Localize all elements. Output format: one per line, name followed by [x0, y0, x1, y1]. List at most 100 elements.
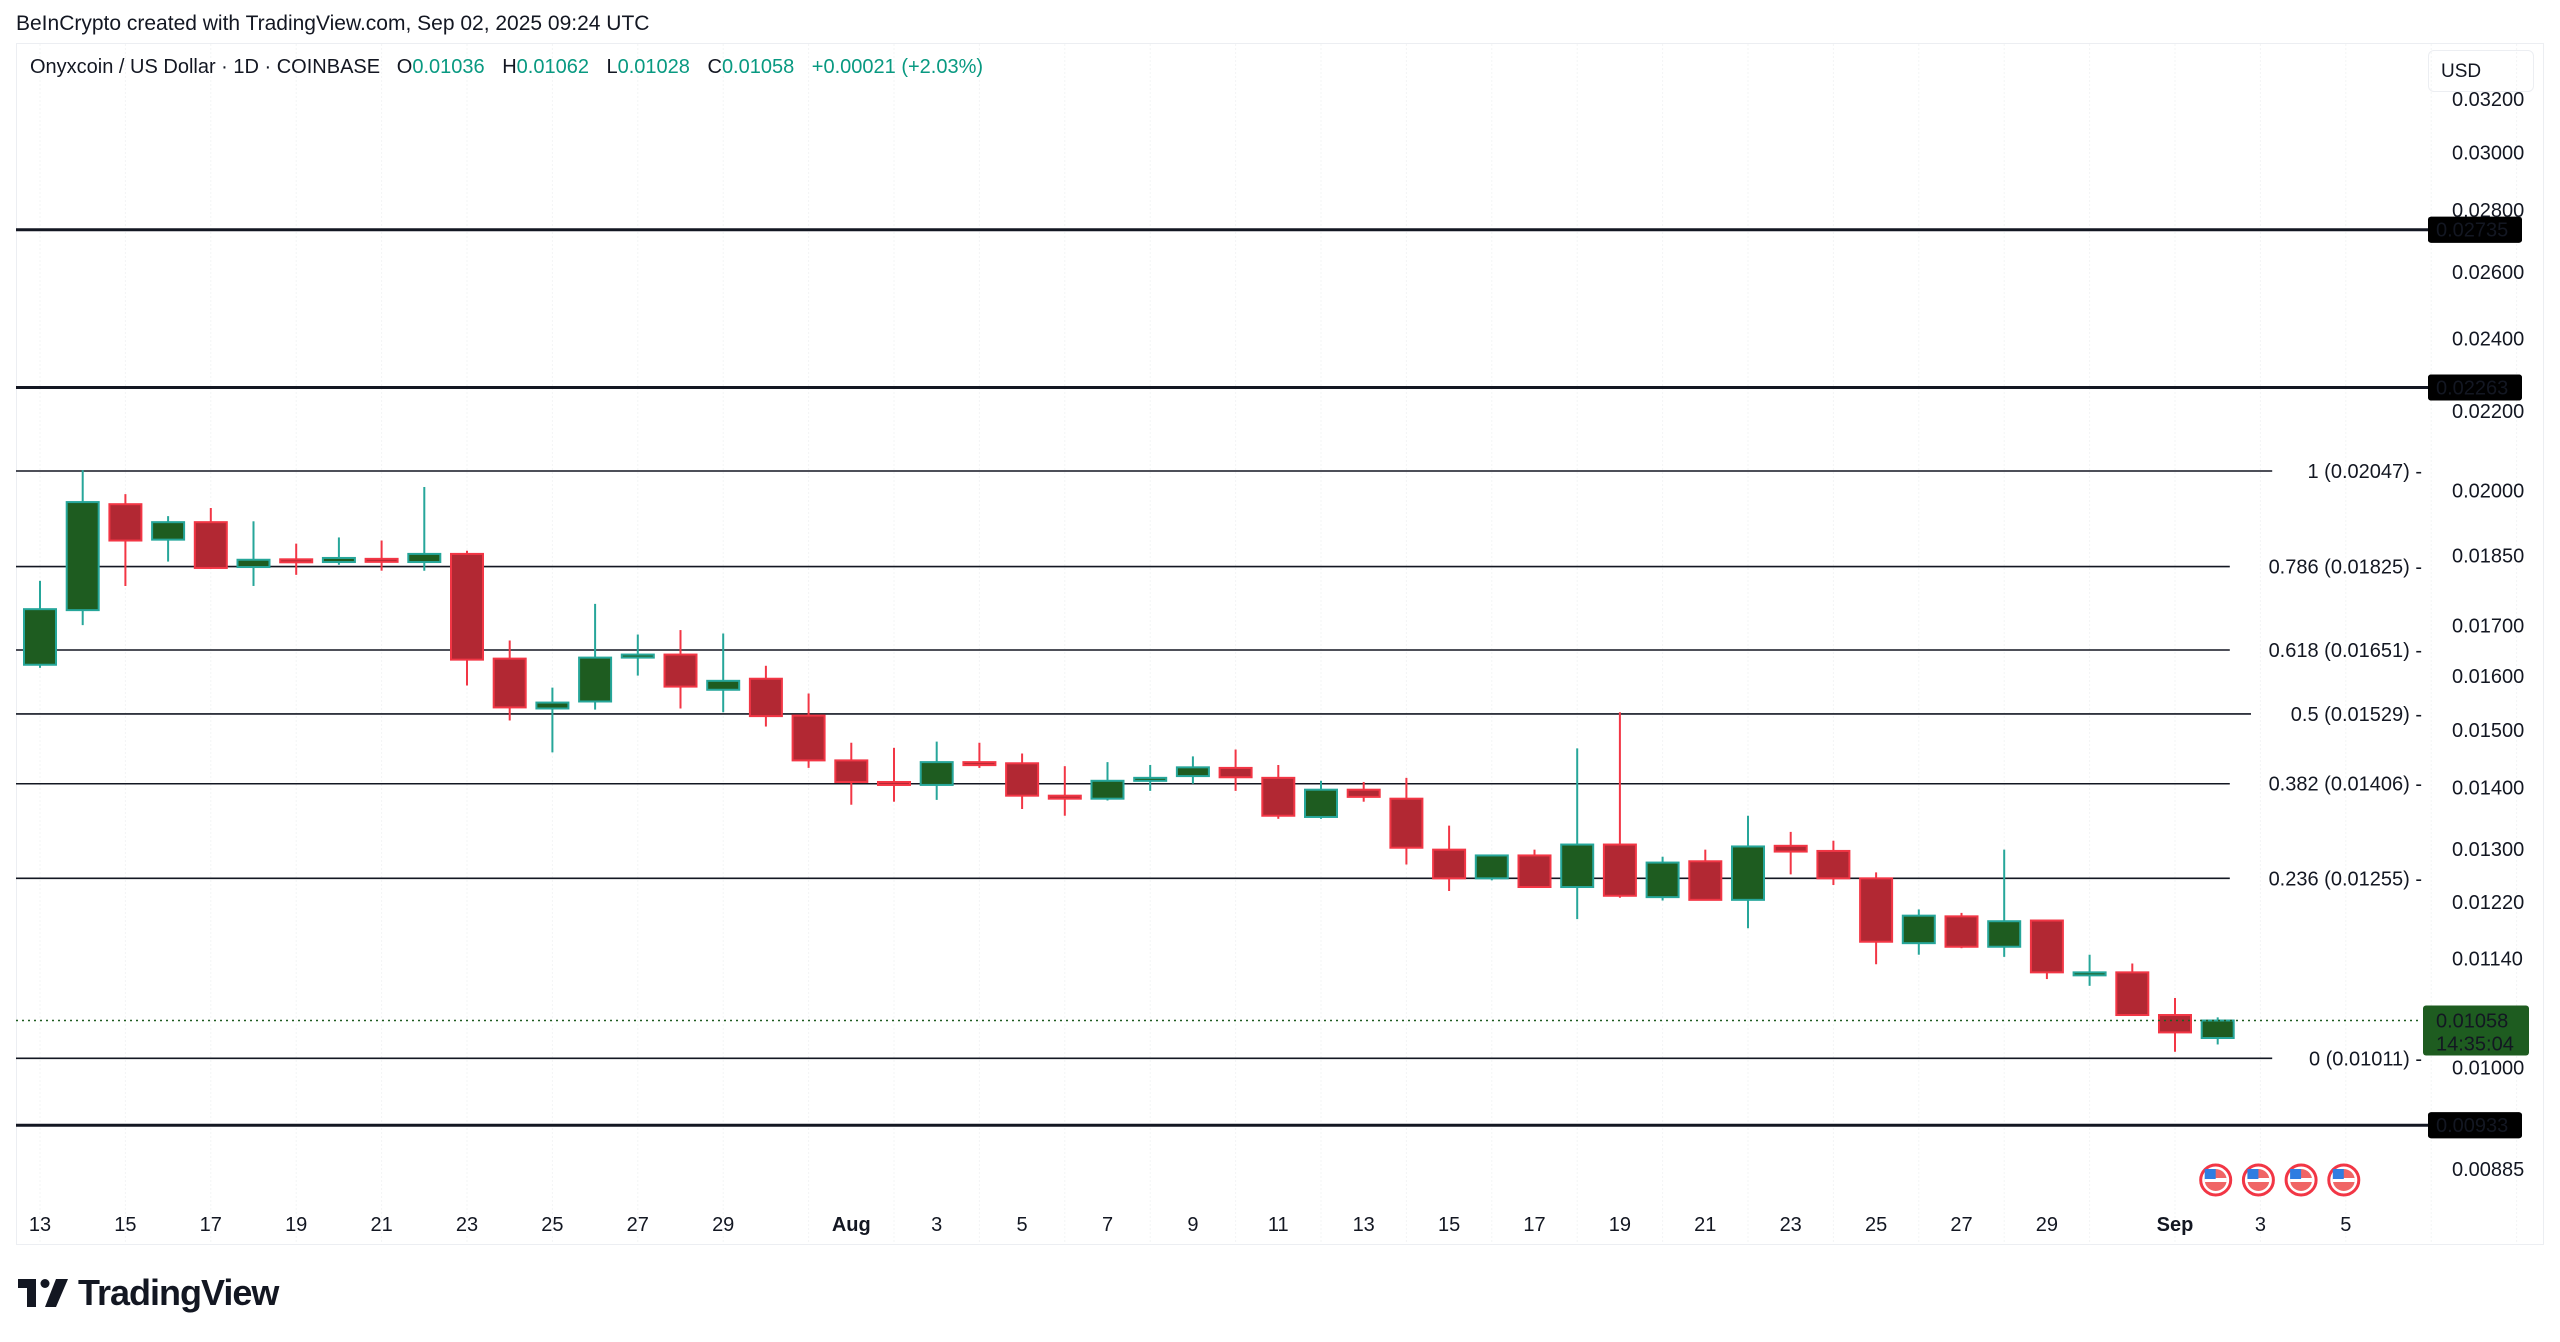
us-flag-event-icon[interactable] — [2327, 1163, 2361, 1197]
date-tick: 17 — [1523, 1214, 1545, 1236]
date-tick: 23 — [1780, 1214, 1802, 1236]
candle[interactable] — [1389, 777, 1424, 865]
candle[interactable] — [1133, 765, 1168, 791]
candle[interactable] — [1090, 762, 1125, 801]
candle[interactable] — [1261, 765, 1296, 819]
candle[interactable] — [321, 537, 356, 565]
candle[interactable] — [1560, 748, 1595, 920]
date-tick: Aug — [832, 1214, 871, 1236]
candle[interactable] — [791, 693, 826, 768]
price-tick: 0.01700 — [2452, 616, 2524, 638]
candle[interactable] — [1602, 712, 1637, 898]
low-label: L — [606, 56, 618, 78]
date-tick: Sep — [2157, 1214, 2194, 1236]
svg-text:14:35:04: 14:35:04 — [2436, 1034, 2514, 1056]
candle[interactable] — [1944, 912, 1979, 949]
candle[interactable] — [1987, 849, 2022, 957]
candle[interactable] — [108, 494, 143, 586]
candle[interactable] — [65, 470, 100, 626]
fib-level-label: 0.236 (0.01255) - — [2269, 868, 2422, 890]
date-tick: 19 — [1609, 1214, 1631, 1236]
candle[interactable] — [748, 665, 783, 727]
candle[interactable] — [2115, 963, 2150, 1017]
grid-lines — [39, 44, 2518, 1244]
candle[interactable] — [2158, 997, 2192, 1052]
date-tick: 13 — [1353, 1214, 1375, 1236]
candle[interactable] — [834, 742, 869, 805]
fib-level-label: 0 (0.01011) - — [2309, 1048, 2422, 1070]
candle[interactable] — [1816, 840, 1851, 886]
candle[interactable] — [706, 633, 741, 713]
candle[interactable] — [2200, 1017, 2235, 1045]
price-tag-text: 0.02735 — [2436, 220, 2508, 242]
candles — [23, 470, 2235, 1052]
price-tick: 0.01000 — [2452, 1057, 2524, 1079]
fib-level-label: 0.5 (0.01529) - — [2291, 704, 2422, 726]
candle[interactable] — [492, 640, 527, 721]
candle[interactable] — [962, 742, 997, 768]
price-axis: 0.03200 0.03000 0.02800 0.02600 0.02400 0.022… — [2423, 89, 2529, 1181]
candle[interactable] — [1432, 825, 1467, 892]
candle[interactable] — [1474, 854, 1509, 881]
candle[interactable] — [620, 634, 655, 676]
candle[interactable] — [1005, 753, 1040, 809]
candle[interactable] — [1346, 781, 1381, 802]
candle[interactable] — [151, 516, 186, 562]
us-flag-event-icon[interactable] — [2199, 1163, 2233, 1197]
us-flag-event-icon[interactable] — [2241, 1163, 2275, 1197]
candle[interactable] — [663, 630, 698, 709]
candle[interactable] — [407, 487, 442, 571]
date-tick: 29 — [2036, 1214, 2058, 1236]
fib-level-label: 0.786 (0.01825) - — [2269, 557, 2422, 579]
candle[interactable] — [1047, 766, 1082, 816]
price-tick: 0.03000 — [2452, 143, 2524, 165]
candle[interactable] — [1731, 815, 1765, 929]
candle[interactable] — [1688, 849, 1723, 901]
candle[interactable] — [279, 543, 314, 575]
price-tick: 0.02400 — [2452, 329, 2524, 351]
candle[interactable] — [535, 687, 570, 753]
date-tick: 27 — [1950, 1214, 1972, 1236]
price-tag-text: 0.02263 — [2436, 377, 2508, 399]
candle[interactable] — [1304, 780, 1338, 819]
high-value: 0.01062 — [516, 56, 589, 78]
price-tick: 0.02800 — [2452, 200, 2524, 222]
date-tick: 15 — [114, 1214, 136, 1236]
tradingview-logo: TradingView — [18, 1272, 279, 1314]
date-tick: 25 — [541, 1214, 563, 1236]
currency-button[interactable]: USD — [2428, 50, 2534, 92]
date-tick: 9 — [1187, 1214, 1198, 1236]
candle[interactable] — [1859, 872, 1894, 965]
candle[interactable] — [193, 508, 228, 569]
candle[interactable] — [364, 540, 399, 571]
date-tick: 23 — [456, 1214, 478, 1236]
price-tick: 0.01140 — [2452, 948, 2523, 970]
candle[interactable] — [1901, 909, 1936, 955]
date-tick: 25 — [1865, 1214, 1887, 1236]
price-tick: 0.01300 — [2452, 839, 2524, 861]
event-markers — [2199, 1163, 2361, 1197]
chart-frame — [16, 43, 2544, 1245]
date-tick: 3 — [2255, 1214, 2266, 1236]
candle[interactable] — [1218, 749, 1253, 791]
candle[interactable] — [578, 603, 613, 710]
price-tick: 0.02000 — [2452, 480, 2524, 502]
tradingview-logo-icon — [18, 1279, 68, 1307]
us-flag-event-icon[interactable] — [2284, 1163, 2318, 1197]
date-tick: 17 — [200, 1214, 222, 1236]
candle[interactable] — [1773, 831, 1808, 875]
candle[interactable] — [1175, 756, 1210, 784]
candle[interactable] — [1645, 856, 1680, 901]
fib-level-label: 0.618 (0.01651) - — [2269, 640, 2422, 662]
candle[interactable] — [2029, 919, 2064, 980]
candle[interactable] — [1517, 849, 1552, 889]
candle[interactable] — [450, 550, 484, 686]
candle[interactable] — [877, 747, 911, 802]
low-value: 0.01028 — [617, 56, 690, 78]
candle[interactable] — [919, 741, 954, 800]
candle[interactable] — [2072, 954, 2107, 986]
candle[interactable] — [23, 580, 57, 668]
candle[interactable] — [236, 521, 271, 586]
